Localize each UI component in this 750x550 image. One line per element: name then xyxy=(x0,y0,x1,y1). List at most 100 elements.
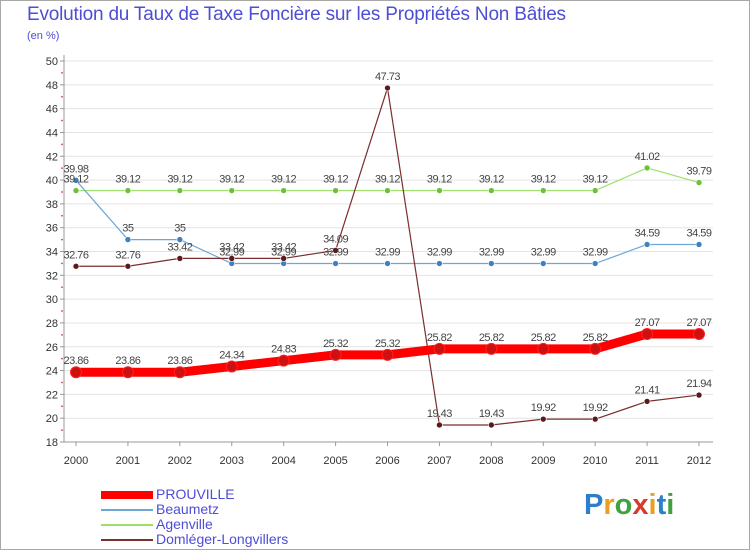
y-tick-label: 50 xyxy=(46,56,58,68)
data-point xyxy=(225,360,238,373)
data-label: 33.42 xyxy=(271,241,296,253)
y-minor-dot xyxy=(61,214,63,217)
y-minor-dot xyxy=(61,238,63,241)
data-point xyxy=(176,255,184,262)
data-label: 25.32 xyxy=(323,338,348,350)
data-point xyxy=(72,262,80,270)
x-tick-label: 2005 xyxy=(323,455,347,467)
x-tick-label: 2004 xyxy=(271,455,295,467)
x-tick-label: 2011 xyxy=(635,455,659,467)
data-label: 23.86 xyxy=(115,355,140,367)
y-minor-dot xyxy=(61,191,63,193)
data-point xyxy=(643,398,651,405)
logo-letter-p: P xyxy=(584,489,604,521)
y-minor-dot xyxy=(61,333,63,336)
data-point xyxy=(433,342,446,355)
data-point xyxy=(384,260,391,267)
data-point xyxy=(381,348,394,361)
data-point xyxy=(329,348,342,361)
y-tick-label: 40 xyxy=(46,175,58,187)
y-tick-label: 24 xyxy=(46,366,58,378)
y-minor-dot xyxy=(61,143,63,146)
data-label: 32.99 xyxy=(375,247,400,259)
data-label: 23.86 xyxy=(63,355,88,367)
data-label: 25.82 xyxy=(583,332,608,344)
data-point xyxy=(539,415,547,423)
y-tick-label: 22 xyxy=(46,389,58,401)
data-label: 35 xyxy=(122,223,134,235)
data-point xyxy=(695,391,703,399)
data-point xyxy=(124,187,132,194)
data-point xyxy=(591,415,599,423)
y-tick-label: 36 xyxy=(46,223,58,235)
data-label: 39.12 xyxy=(531,174,556,186)
data-label: 27.07 xyxy=(635,317,660,329)
data-label: 39.12 xyxy=(271,174,296,186)
data-point xyxy=(332,187,339,194)
x-tick-label: 2001 xyxy=(116,455,140,467)
data-label: 19.43 xyxy=(479,408,504,420)
data-point xyxy=(280,187,287,194)
data-label: 32.99 xyxy=(271,247,296,259)
data-point xyxy=(643,241,651,248)
data-point xyxy=(591,260,599,267)
y-minor-dot xyxy=(61,429,63,431)
data-label: 32.99 xyxy=(323,247,348,259)
data-label: 39.12 xyxy=(583,174,608,186)
data-label: 39.12 xyxy=(167,174,192,186)
data-point xyxy=(488,421,495,429)
y-minor-dot xyxy=(61,95,63,98)
data-point xyxy=(121,366,134,379)
data-point xyxy=(277,354,290,367)
data-label: 34.59 xyxy=(686,227,711,239)
y-tick-label: 28 xyxy=(46,318,58,330)
y-tick-label: 48 xyxy=(46,80,58,92)
data-point xyxy=(436,260,443,267)
data-point xyxy=(436,187,443,194)
data-label: 19.43 xyxy=(427,408,452,420)
data-label: 34.09 xyxy=(323,233,348,245)
y-tick-label: 32 xyxy=(46,270,58,282)
data-point xyxy=(176,236,184,243)
y-minor-dot xyxy=(61,381,63,384)
data-point xyxy=(72,187,80,194)
data-point xyxy=(693,328,705,341)
data-label: 32.99 xyxy=(531,247,556,259)
legend-swatch xyxy=(101,539,153,541)
data-point xyxy=(641,328,654,341)
data-label: 39.12 xyxy=(323,174,348,186)
x-tick-label: 2009 xyxy=(531,455,555,467)
data-point xyxy=(488,260,495,267)
x-tick-label: 2010 xyxy=(583,455,607,467)
data-label: 25.82 xyxy=(479,332,504,344)
data-point xyxy=(589,342,602,355)
data-label: 39.12 xyxy=(375,174,400,186)
data-label: 39.12 xyxy=(63,174,88,186)
data-label: 32.76 xyxy=(115,249,140,261)
y-minor-dot xyxy=(61,119,63,122)
chart-title: Evolution du Taux de Taxe Foncière sur l… xyxy=(27,4,566,25)
data-point xyxy=(695,241,703,248)
legend-label: Agenville xyxy=(156,516,213,532)
data-label: 25.82 xyxy=(531,332,556,344)
data-label: 32.99 xyxy=(479,247,504,259)
data-point xyxy=(384,187,391,194)
data-point xyxy=(488,187,495,194)
legend-swatch xyxy=(101,509,153,511)
y-minor-dot xyxy=(61,357,63,360)
data-point xyxy=(124,236,132,243)
data-label: 39.12 xyxy=(115,174,140,186)
x-tick-label: 2002 xyxy=(168,455,192,467)
data-point xyxy=(643,164,651,172)
y-tick-label: 44 xyxy=(46,127,58,139)
data-label: 39.98 xyxy=(63,163,88,175)
data-label: 33.42 xyxy=(167,241,192,253)
data-label: 23.86 xyxy=(167,355,192,367)
y-tick-label: 46 xyxy=(46,104,58,116)
data-point xyxy=(695,179,703,186)
data-point xyxy=(280,255,287,262)
data-label: 39.12 xyxy=(479,174,504,186)
proxiti-logo: Proxiti xyxy=(584,489,674,522)
data-point xyxy=(384,84,391,92)
